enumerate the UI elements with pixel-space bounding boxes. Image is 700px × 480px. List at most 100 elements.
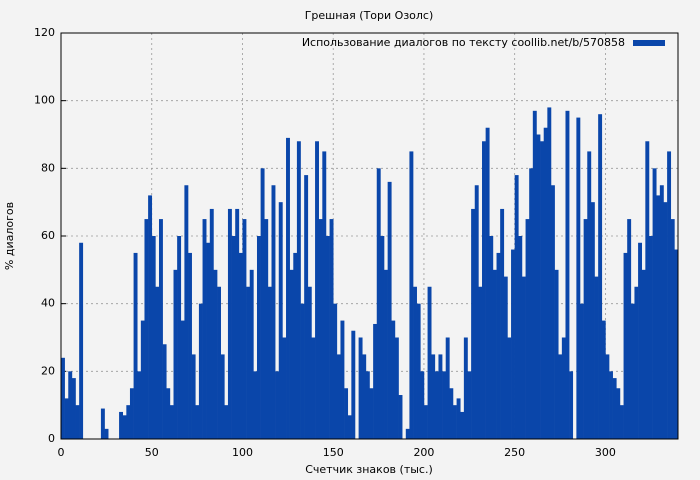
bar <box>195 405 200 439</box>
bar <box>362 354 367 439</box>
bar <box>587 151 592 439</box>
bar <box>619 405 624 439</box>
y-tick-label: 120 <box>34 26 55 39</box>
bar <box>238 252 243 439</box>
bar <box>438 354 443 439</box>
bar <box>180 320 185 439</box>
bar <box>656 195 661 439</box>
bar <box>300 303 305 439</box>
bar <box>365 371 370 439</box>
bar <box>489 236 494 439</box>
bar <box>416 303 421 439</box>
bar <box>547 107 552 439</box>
y-tick-label: 40 <box>41 297 55 310</box>
bar <box>256 236 261 439</box>
bar <box>155 286 160 439</box>
bar <box>333 303 338 439</box>
bar <box>137 371 142 439</box>
bar <box>445 337 450 439</box>
bar <box>68 371 73 439</box>
bar <box>648 236 653 439</box>
bar <box>351 330 356 439</box>
x-tick-label: 300 <box>595 446 616 459</box>
bar <box>148 195 153 439</box>
bar <box>373 323 378 439</box>
bar <box>623 252 628 439</box>
bar <box>423 405 428 439</box>
bar <box>521 276 526 439</box>
bar <box>434 371 439 439</box>
bar <box>511 249 515 439</box>
bar <box>369 388 374 439</box>
bar <box>129 388 134 439</box>
bar <box>75 405 80 439</box>
bar <box>315 141 319 439</box>
bar <box>380 236 385 439</box>
x-tick-label: 0 <box>58 446 65 459</box>
chart-title: Грешная (Тори Озолс) <box>305 9 434 22</box>
bar <box>198 303 203 439</box>
bar <box>634 286 639 439</box>
bar <box>558 354 563 439</box>
bar <box>100 408 105 439</box>
bar <box>442 371 447 439</box>
y-tick-label: 0 <box>48 432 55 445</box>
bar <box>169 405 174 439</box>
bar <box>638 242 643 439</box>
bar <box>431 354 436 439</box>
bar <box>474 185 479 439</box>
bar <box>452 405 457 439</box>
bar <box>569 371 574 439</box>
bar <box>144 219 149 439</box>
bar <box>253 371 258 439</box>
bar <box>64 398 69 439</box>
bar <box>249 269 254 439</box>
bar <box>235 208 240 439</box>
bar <box>217 286 221 439</box>
bar <box>518 236 523 439</box>
bar <box>550 185 555 439</box>
x-tick-label: 150 <box>323 446 344 459</box>
bar <box>503 276 508 439</box>
bar <box>347 415 352 439</box>
bar <box>227 208 232 439</box>
bar <box>405 428 410 439</box>
bar <box>184 185 189 439</box>
bar <box>307 286 312 439</box>
bar <box>536 134 541 439</box>
bar <box>674 249 679 439</box>
bar <box>612 378 617 439</box>
y-tick-label: 80 <box>41 161 55 174</box>
bar <box>260 168 265 440</box>
bar <box>329 219 334 439</box>
y-axis-label: % диалогов <box>3 202 16 270</box>
bar <box>609 371 613 439</box>
bar <box>460 411 465 439</box>
bar <box>449 388 454 439</box>
bar <box>151 236 156 439</box>
bar <box>663 202 668 439</box>
bar <box>224 405 229 439</box>
bar <box>630 303 635 439</box>
bar <box>282 337 287 439</box>
bar <box>540 141 545 439</box>
y-tick-label: 100 <box>34 94 55 107</box>
bar <box>133 252 138 439</box>
bar <box>209 208 214 439</box>
bar <box>304 175 309 439</box>
bar <box>601 320 606 439</box>
bar <box>387 181 392 439</box>
legend-swatch <box>633 40 665 46</box>
x-axis-label: Счетчик знаков (тыс.) <box>305 463 433 476</box>
bar <box>507 337 512 439</box>
bar <box>467 371 472 439</box>
bar <box>267 286 272 439</box>
bar <box>126 405 131 439</box>
bar <box>409 151 414 439</box>
bar <box>641 269 646 439</box>
x-tick-label: 100 <box>232 446 253 459</box>
bar <box>140 320 145 439</box>
bar <box>667 151 672 439</box>
bar <box>158 219 163 439</box>
bar <box>561 337 566 439</box>
